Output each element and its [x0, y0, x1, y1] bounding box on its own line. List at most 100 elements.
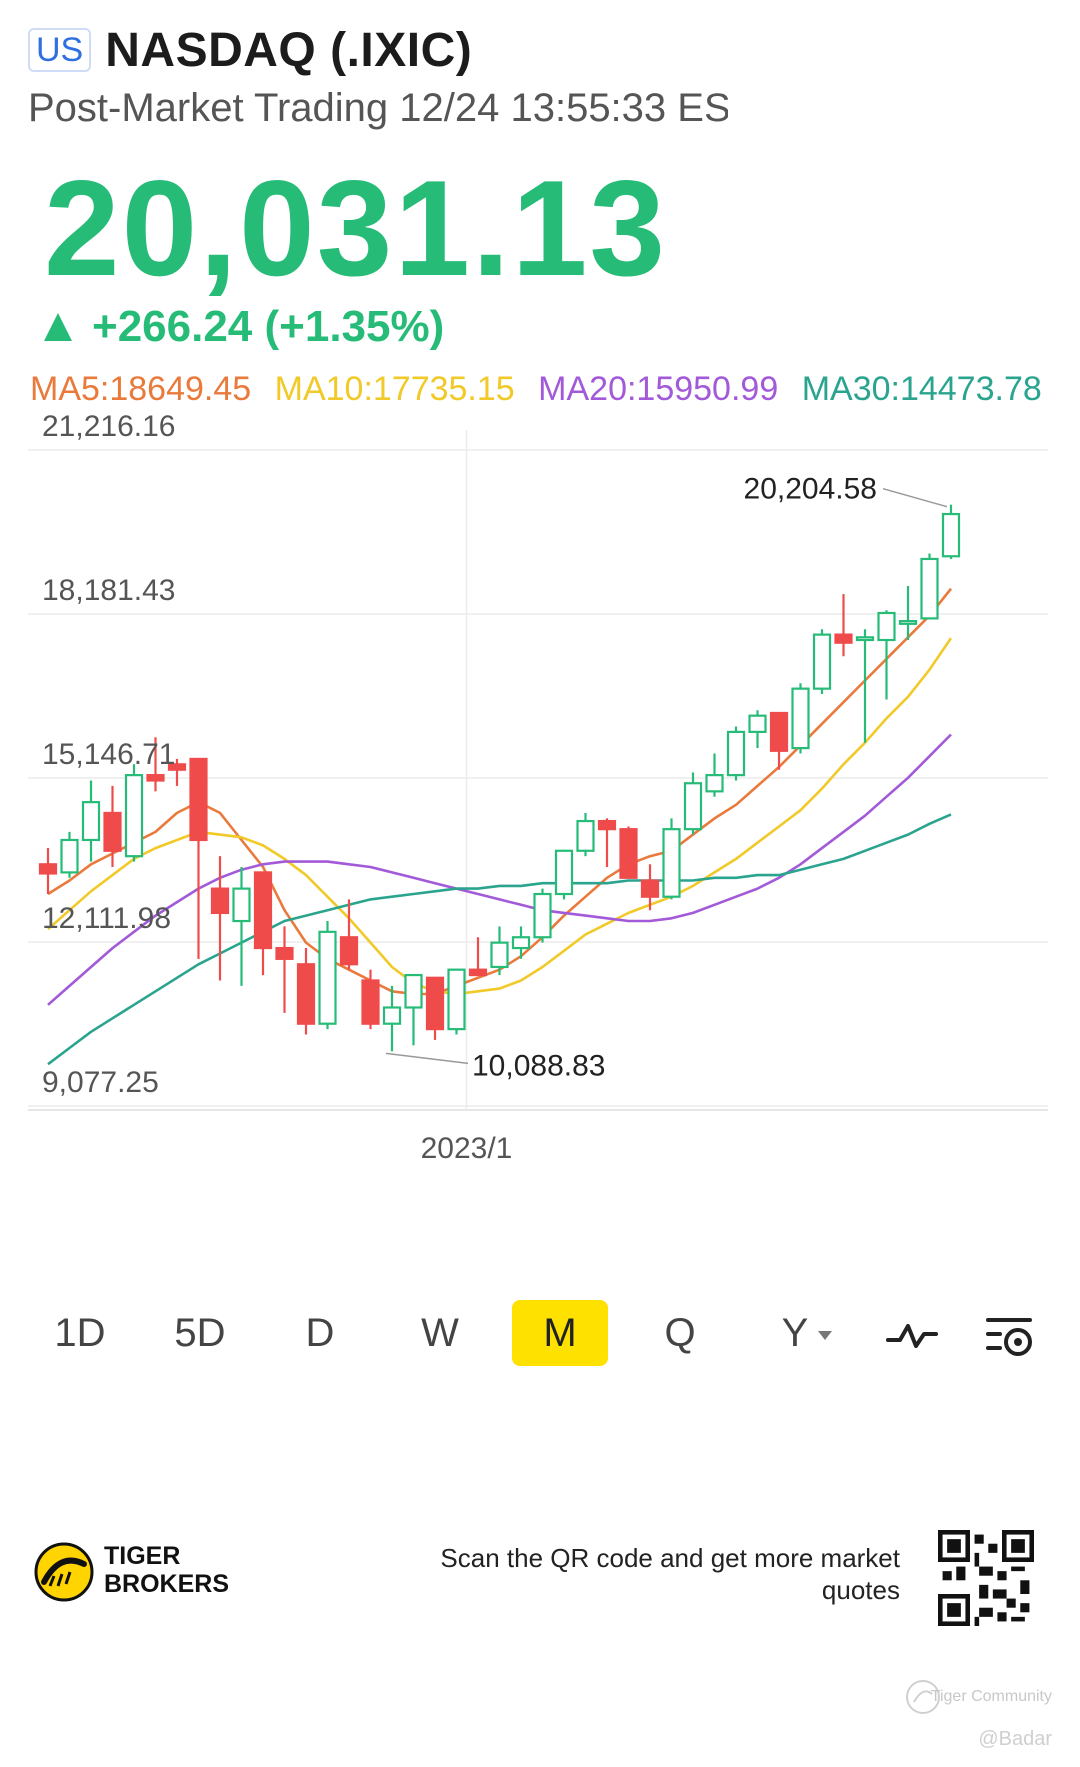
- chart-settings-icon-svg: [986, 1318, 1032, 1356]
- ma10-label: MA10:17735.15: [274, 370, 515, 408]
- candle-body: [103, 811, 122, 852]
- period-q[interactable]: Q: [664, 1311, 696, 1355]
- community-logo-icon: [906, 1680, 940, 1714]
- candle-down: [103, 785, 122, 867]
- axis-label-layer: 21,216.16 18,181.43 15,146.71 12,111.98 9,07…: [42, 410, 948, 1165]
- candle-up: [404, 973, 423, 1046]
- candle-up: [898, 585, 918, 641]
- period-y-label: Y: [781, 1311, 809, 1355]
- low-value-label: 10,088.83: [472, 1049, 605, 1082]
- candle-down: [468, 937, 488, 977]
- period-d[interactable]: D: [305, 1311, 335, 1355]
- candle-down: [275, 926, 294, 1013]
- candle-body: [941, 512, 961, 558]
- ma30-label: MA30:14473.78: [801, 370, 1042, 408]
- candle-body: [855, 636, 875, 642]
- candle-body: [167, 763, 187, 771]
- candle-body: [339, 936, 359, 966]
- x-tick-label: 2023/1: [421, 1132, 513, 1165]
- candle-body: [705, 774, 724, 793]
- candle-body: [275, 946, 294, 960]
- candle-up: [60, 831, 79, 878]
- candle-body: [232, 887, 251, 923]
- ma30-line: [47, 813, 952, 1066]
- y-tick-label: 18,181.43: [42, 574, 175, 607]
- candle-body: [382, 1006, 402, 1025]
- candle-up: [382, 985, 402, 1052]
- period-m[interactable]: M: [512, 1300, 608, 1366]
- candle-up: [941, 504, 961, 559]
- ma5-label: MA5:18649.45: [30, 370, 252, 408]
- candle-up: [511, 926, 531, 959]
- candle-up: [791, 683, 810, 754]
- y-tick-label: 15,146.71: [42, 738, 175, 771]
- price-change-row: +266.24 (+1.35%): [44, 302, 444, 352]
- candle-body: [576, 819, 595, 852]
- candle-body: [748, 714, 767, 733]
- ticker-title: NASDAQ (.IXIC): [105, 23, 473, 77]
- candle-body: [318, 930, 337, 1025]
- candle-up: [554, 849, 574, 900]
- candle-body: [253, 871, 273, 950]
- user-watermark: @Badar: [978, 1728, 1052, 1750]
- chart-settings-icon[interactable]: [982, 1306, 1038, 1362]
- candle-up: [447, 968, 466, 1035]
- candle-up: [124, 764, 144, 862]
- candle-up: [748, 710, 767, 749]
- low-leader-line: [385, 1052, 469, 1065]
- candle-body: [597, 819, 617, 831]
- candle-body: [834, 633, 853, 644]
- y-tick-label: 9,077.25: [42, 1066, 159, 1099]
- candle-body: [189, 757, 208, 842]
- period-1d[interactable]: 1D: [54, 1311, 106, 1355]
- y-tick-label: 21,216.16: [42, 410, 175, 443]
- candle-body: [404, 973, 423, 1009]
- indicator-icon-svg: [886, 1324, 938, 1348]
- chevron-down-icon: [818, 1330, 833, 1340]
- ma-legend: MA5:18649.45 MA10:17735.15 MA20:15950.99…: [30, 370, 1056, 409]
- price-change: +266.24 (+1.35%): [92, 302, 445, 351]
- candle-down: [769, 711, 789, 770]
- candle-down: [38, 848, 58, 895]
- candle-down: [253, 871, 273, 976]
- candle-body: [146, 774, 165, 782]
- candle-up: [490, 926, 509, 976]
- period-5d[interactable]: 5D: [174, 1311, 226, 1355]
- period-y[interactable]: Y: [752, 1300, 862, 1366]
- brand-line-2: BROKERS: [104, 1570, 230, 1598]
- candlestick-chart[interactable]: 21,216.16 18,181.43 15,146.71 12,111.98 9,07…: [0, 410, 1080, 1290]
- candle-body: [791, 687, 810, 750]
- candle-body: [619, 828, 638, 879]
- candle-up: [533, 888, 552, 943]
- indicator-icon[interactable]: [884, 1306, 940, 1362]
- high-value-label: 20,204.58: [744, 473, 877, 506]
- candle-down: [339, 899, 359, 970]
- candle-body: [769, 711, 789, 752]
- candle-body: [533, 892, 552, 939]
- candle-body: [683, 782, 703, 831]
- up-arrow-icon: [44, 313, 72, 341]
- brand-name: TIGER BROKERS: [104, 1542, 229, 1598]
- candle-body: [920, 557, 939, 620]
- candle-body: [662, 828, 681, 898]
- candle-body: [898, 620, 918, 625]
- candle-body: [554, 849, 574, 896]
- candle-up: [318, 921, 337, 1030]
- candle-body: [726, 730, 746, 777]
- market-badge: US: [28, 28, 92, 72]
- candle-down: [189, 757, 208, 959]
- brand-line-1: TIGER: [104, 1542, 181, 1570]
- candle-up: [81, 780, 101, 862]
- chart-svg: 21,216.16 18,181.43 15,146.71 12,111.98 9,07…: [28, 410, 1048, 1165]
- candle-body: [511, 936, 531, 950]
- candle-body: [468, 968, 488, 977]
- footer: TIGER BROKERS Scan the QR code and get m…: [0, 1530, 1080, 1650]
- trading-status: Post-Market Trading 12/24 13:55:33 EST: [28, 86, 728, 130]
- period-w[interactable]: W: [421, 1311, 459, 1355]
- qr-code-icon[interactable]: [938, 1530, 1034, 1626]
- candle-body: [425, 976, 445, 1031]
- candle-up: [726, 726, 746, 781]
- candle-up: [683, 772, 703, 835]
- community-watermark: Tiger Community: [930, 1688, 1052, 1705]
- candle-body: [38, 863, 58, 875]
